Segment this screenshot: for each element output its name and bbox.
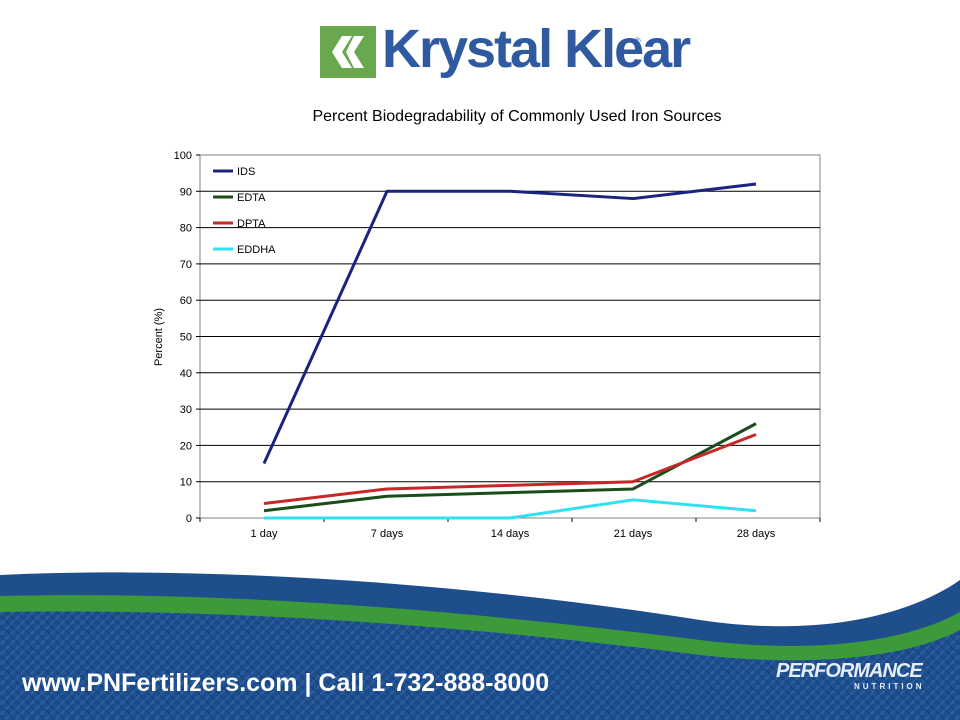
y-tick-label: 30	[180, 404, 192, 416]
y-tick-label: 60	[180, 295, 192, 307]
krystal-klear-logo: Krystal Klear ®	[320, 19, 691, 86]
gridlines	[200, 190, 820, 483]
legend-label-eddha: EDDHA	[237, 244, 276, 256]
registered-mark: ®	[634, 36, 641, 46]
chart-title: Percent Biodegradability of Commonly Use…	[312, 108, 721, 125]
y-tick-label: 10	[180, 477, 192, 489]
footer-contact-text: www.PNFertilizers.com | Call 1-732-888-8…	[22, 669, 550, 697]
legend: IDS EDTA DPTA EDDHA	[213, 166, 276, 256]
series-line-dpta	[263, 433, 757, 505]
pn-logo-sub: NUTRITION	[854, 682, 925, 691]
x-tick-label: 1 day	[251, 528, 278, 540]
y-tick-label: 80	[180, 223, 192, 235]
x-tick-label: 7 days	[371, 528, 404, 540]
series-line-ids	[262, 182, 757, 465]
series-line-eddha	[264, 498, 757, 520]
y-tick-label: 0	[186, 513, 192, 525]
y-tick-label: 50	[180, 332, 192, 344]
y-axis-label: Percent (%)	[153, 308, 165, 366]
y-tick-label: 20	[180, 440, 192, 452]
y-tick-label: 100	[174, 150, 192, 162]
pn-logo-main: PERFORMANCE	[776, 660, 923, 682]
legend-label-dpta: DPTA	[237, 218, 266, 230]
logo-text: Krystal Klear	[382, 19, 691, 79]
legend-label-edta: EDTA	[237, 192, 266, 204]
y-tick-label: 90	[180, 186, 192, 198]
x-tick-label: 28 days	[737, 528, 776, 540]
footer-band	[0, 572, 960, 720]
y-tick-label: 70	[180, 259, 192, 271]
series-line-edta	[263, 422, 757, 513]
x-tick-label: 14 days	[491, 528, 530, 540]
logo-mark-icon	[320, 26, 376, 78]
legend-label-ids: IDS	[237, 166, 255, 178]
y-axis-ticks: 0 10 20 30 40 50 60 70 80 90 100	[174, 150, 200, 525]
performance-nutrition-logo: PERFORMANCE NUTRITION	[776, 660, 936, 702]
x-axis-ticks: 1 day 7 days 14 days 21 days 28 days	[199, 518, 821, 540]
y-tick-label: 40	[180, 368, 192, 380]
x-tick-label: 21 days	[614, 528, 653, 540]
line-chart: Percent Biodegradability of Commonly Use…	[153, 108, 821, 540]
series-lines	[262, 182, 757, 520]
